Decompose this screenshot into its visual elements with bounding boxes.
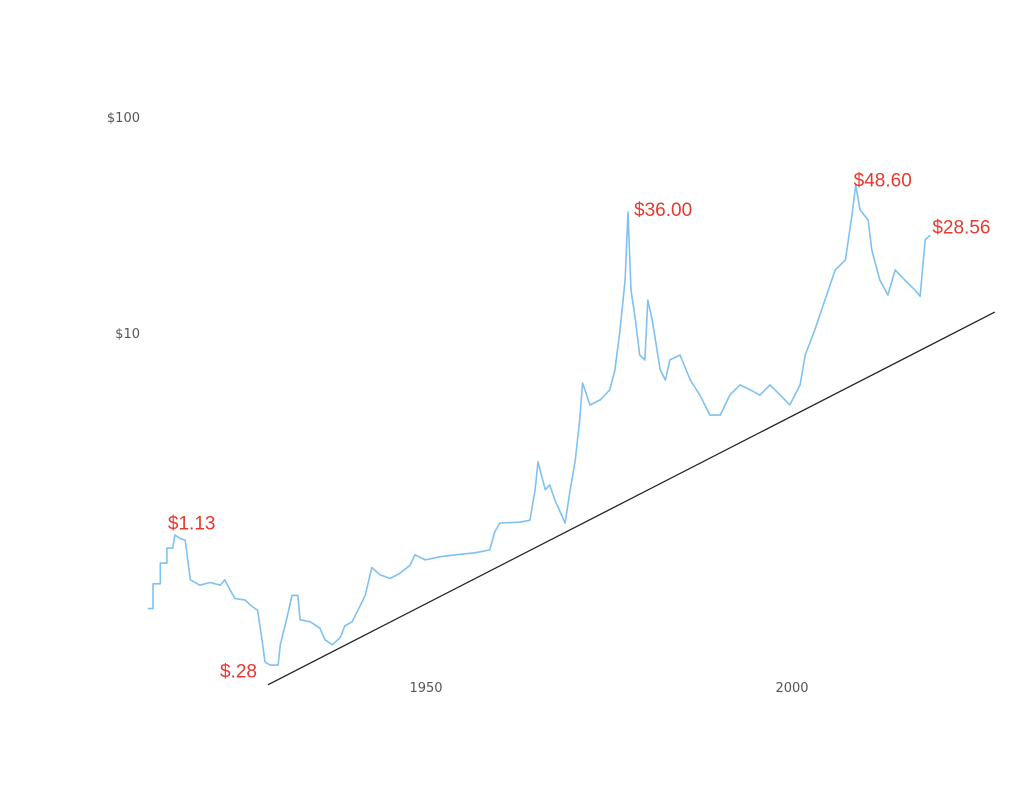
trend-line: [267, 311, 996, 686]
y-tick-label: $100: [107, 111, 140, 126]
annotation-label: $1.13: [168, 514, 216, 535]
annotation-label: $28.56: [932, 218, 990, 239]
annotation-label: $48.60: [854, 171, 912, 192]
x-tick-label: 2000: [775, 681, 808, 696]
annotation-label: $36.00: [634, 200, 692, 221]
annotation-label: $.28: [220, 661, 257, 682]
y-tick-label: $10: [115, 327, 140, 342]
price-series-line: [147, 184, 931, 666]
x-tick-label: 1950: [409, 681, 442, 696]
